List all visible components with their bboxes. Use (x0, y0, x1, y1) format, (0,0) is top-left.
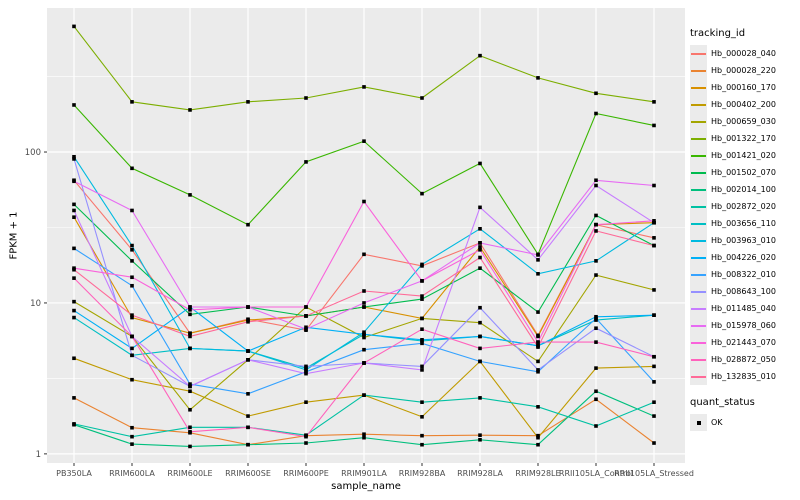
legend-item-Hb_011485_040: Hb_011485_040 (690, 300, 798, 317)
legend-item-label: Hb_000028_220 (711, 66, 776, 75)
legend-key-line-icon (690, 113, 707, 130)
legend-title-quant-status: quant_status (690, 397, 755, 408)
svg-text:10: 10 (30, 299, 41, 309)
legend-item-label: Hb_003963_010 (711, 236, 776, 245)
legend-item-label: Hb_028872_050 (711, 355, 776, 364)
legend-key-line-icon (690, 62, 707, 79)
legend-item-label: Hb_004226_020 (711, 253, 776, 262)
legend-item-label: Hb_132835_010 (711, 372, 776, 381)
legend-item-label: Hb_011485_040 (711, 304, 776, 313)
svg-text:100: 100 (25, 148, 41, 158)
legend-key-line-icon (690, 79, 707, 96)
svg-text:PB350LA: PB350LA (56, 469, 92, 478)
gridlines (47, 8, 685, 463)
legend-key-line-icon (690, 181, 707, 198)
legend-item-Hb_000028_040: Hb_000028_040 (690, 45, 798, 62)
legend-key-line-icon (690, 266, 707, 283)
legend-key-line-icon (690, 368, 707, 385)
legend-key-line-icon (690, 351, 707, 368)
legend-item-ok-label: OK (711, 418, 723, 427)
svg-text:RRII105LA_Stressed: RRII105LA_Stressed (614, 469, 694, 478)
legend-item-Hb_132835_010: Hb_132835_010 (690, 368, 798, 385)
legend-item-Hb_015978_060: Hb_015978_060 (690, 317, 798, 334)
legend-item-Hb_003963_010: Hb_003963_010 (690, 232, 798, 249)
legend-item-label: Hb_021443_070 (711, 338, 776, 347)
legend-item-label: Hb_002872_020 (711, 202, 776, 211)
legend-tracking-items: Hb_000028_040 Hb_000028_220 Hb_000160_170 H… (690, 45, 798, 385)
ok-square-icon (690, 414, 707, 431)
svg-text:RRIM600LA: RRIM600LA (109, 469, 155, 478)
svg-text:RRII105LA_Control: RRII105LA_Control (559, 469, 633, 478)
legend-item-Hb_001421_020: Hb_001421_020 (690, 147, 798, 164)
legend-key-line-icon (690, 334, 707, 351)
x-axis-title: sample_name (331, 481, 401, 492)
legend-item-label: Hb_001502_070 (711, 168, 776, 177)
legend-item-label: Hb_000402_200 (711, 100, 776, 109)
x-tick-labels: PB350LA RRIM600LA RRIM600LE RRIM600SE RRIM60… (56, 469, 694, 478)
legend-item-label: Hb_000028_040 (711, 49, 776, 58)
legend-item-Hb_008322_010: Hb_008322_010 (690, 266, 798, 283)
legend-item-Hb_028872_050: Hb_028872_050 (690, 351, 798, 368)
legend-key-line-icon (690, 147, 707, 164)
legend-item-label: Hb_003656_110 (711, 219, 776, 228)
svg-text:RRIM600LE: RRIM600LE (167, 469, 212, 478)
legend-item-Hb_000160_170: Hb_000160_170 (690, 79, 798, 96)
legend-key-line-icon (690, 300, 707, 317)
svg-text:RRIM928LE: RRIM928LE (515, 469, 560, 478)
legend-key-line-icon (690, 164, 707, 181)
legend-item-Hb_021443_070: Hb_021443_070 (690, 334, 798, 351)
legend-title-tracking-id: tracking_id (690, 28, 746, 39)
legend-item-Hb_002872_020: Hb_002872_020 (690, 198, 798, 215)
legend-item-Hb_008643_100: Hb_008643_100 (690, 283, 798, 300)
legend-item-Hb_000028_220: Hb_000028_220 (690, 62, 798, 79)
legend-key-line-icon (690, 198, 707, 215)
legend-key-line-icon (690, 96, 707, 113)
svg-text:RRIM901LA: RRIM901LA (341, 469, 387, 478)
legend-item-Hb_001502_070: Hb_001502_070 (690, 164, 798, 181)
legend: tracking_id Hb_000028_040 Hb_000028_220 Hb… (690, 28, 798, 431)
legend-item-Hb_004226_020: Hb_004226_020 (690, 249, 798, 266)
legend-item-Hb_001322_170: Hb_001322_170 (690, 130, 798, 147)
legend-item-Hb_003656_110: Hb_003656_110 (690, 215, 798, 232)
legend-item-label: Hb_000160_170 (711, 83, 776, 92)
legend-key-line-icon (690, 249, 707, 266)
svg-text:RRIM928LA: RRIM928LA (457, 469, 503, 478)
y-tick-labels: 1 10 100 (25, 148, 41, 460)
legend-item-ok: OK (690, 414, 798, 431)
svg-text:RRIM928BA: RRIM928BA (399, 469, 446, 478)
legend-item-label: Hb_002014_100 (711, 185, 776, 194)
legend-item-label: Hb_001322_170 (711, 134, 776, 143)
svg-text:RRIM600PE: RRIM600PE (283, 469, 329, 478)
legend-item-Hb_000402_200: Hb_000402_200 (690, 96, 798, 113)
legend-item-Hb_002014_100: Hb_002014_100 (690, 181, 798, 198)
legend-item-label: Hb_000659_030 (711, 117, 776, 126)
legend-key-line-icon (690, 215, 707, 232)
legend-item-label: Hb_015978_060 (711, 321, 776, 330)
legend-key-line-icon (690, 283, 707, 300)
panel-background (47, 8, 685, 463)
legend-key-line-icon (690, 45, 707, 62)
legend-item-label: Hb_008322_010 (711, 270, 776, 279)
axis-ticks (44, 151, 655, 466)
data-points (72, 24, 656, 449)
legend-key-line-icon (690, 317, 707, 334)
legend-item-label: Hb_001421_020 (711, 151, 776, 160)
svg-text:RRIM600SE: RRIM600SE (225, 469, 271, 478)
legend-item-Hb_000659_030: Hb_000659_030 (690, 113, 798, 130)
legend-key-line-icon (690, 232, 707, 249)
svg-text:1: 1 (36, 450, 41, 460)
legend-item-label: Hb_008643_100 (711, 287, 776, 296)
legend-quant-status-block: quant_status OK (690, 397, 798, 431)
legend-key-line-icon (690, 130, 707, 147)
y-axis-title: FPKM + 1 (8, 211, 20, 260)
